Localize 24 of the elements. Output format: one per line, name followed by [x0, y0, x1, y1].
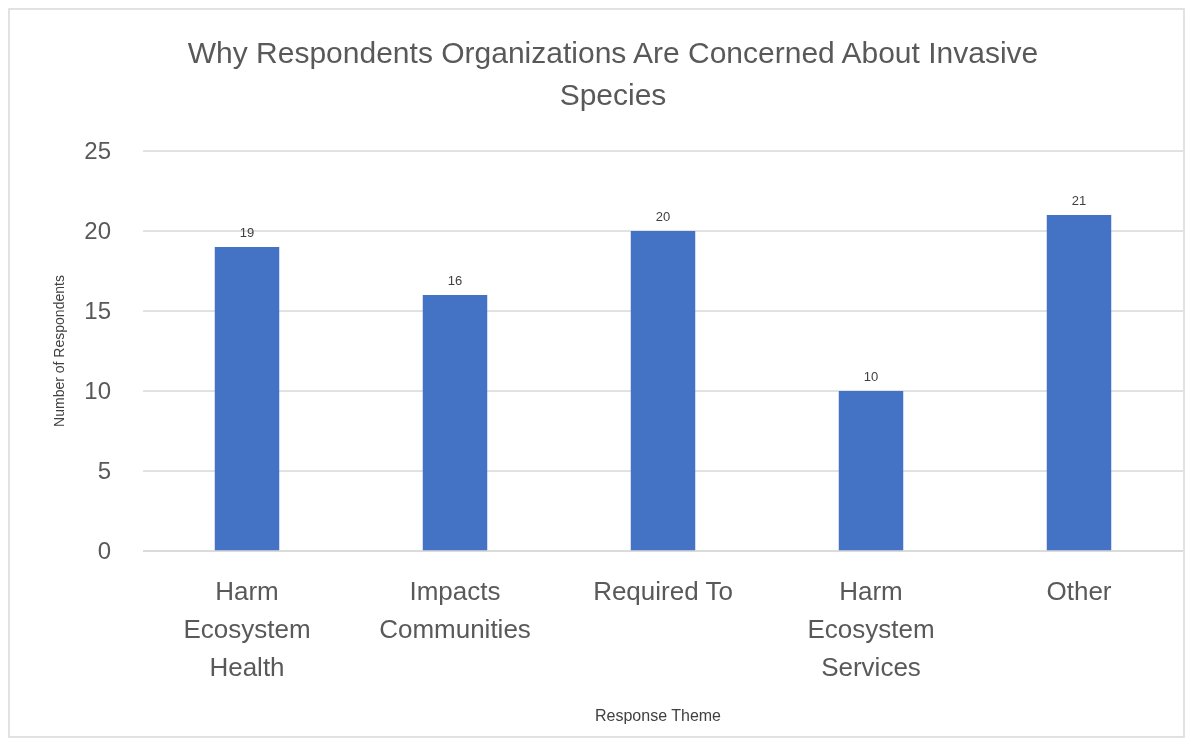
data-label: 10 — [863, 369, 879, 384]
y-tick-label: 10 — [84, 377, 111, 405]
x-axis-title: Response Theme — [595, 707, 722, 724]
data-label: 20 — [655, 209, 671, 224]
y-tick-label: 5 — [97, 457, 111, 485]
data-label: 19 — [239, 225, 255, 240]
y-axis-title: Number of Respondents — [51, 275, 67, 427]
data-label: 21 — [1071, 193, 1087, 208]
x-tick-label: Impacts Communities — [379, 576, 531, 644]
y-tick-label: 25 — [84, 137, 111, 165]
bar — [214, 247, 280, 551]
bar — [1046, 215, 1112, 551]
chart-title: Why Respondents Organizations Are Concerned About Invasive Species — [187, 36, 1039, 111]
y-tick-label: 15 — [84, 297, 111, 325]
bar — [838, 391, 904, 551]
x-tick-label: Harm Ecosystem Services — [807, 576, 935, 682]
data-label: 16 — [447, 273, 463, 288]
bar — [422, 295, 488, 551]
x-tick-label: Other — [1046, 576, 1112, 606]
bar — [630, 231, 696, 551]
y-tick-label: 0 — [97, 537, 111, 565]
x-tick-label: Harm Ecosystem Health — [183, 576, 311, 682]
x-tick-label: Required To — [593, 576, 733, 606]
y-tick-label: 20 — [84, 217, 111, 245]
